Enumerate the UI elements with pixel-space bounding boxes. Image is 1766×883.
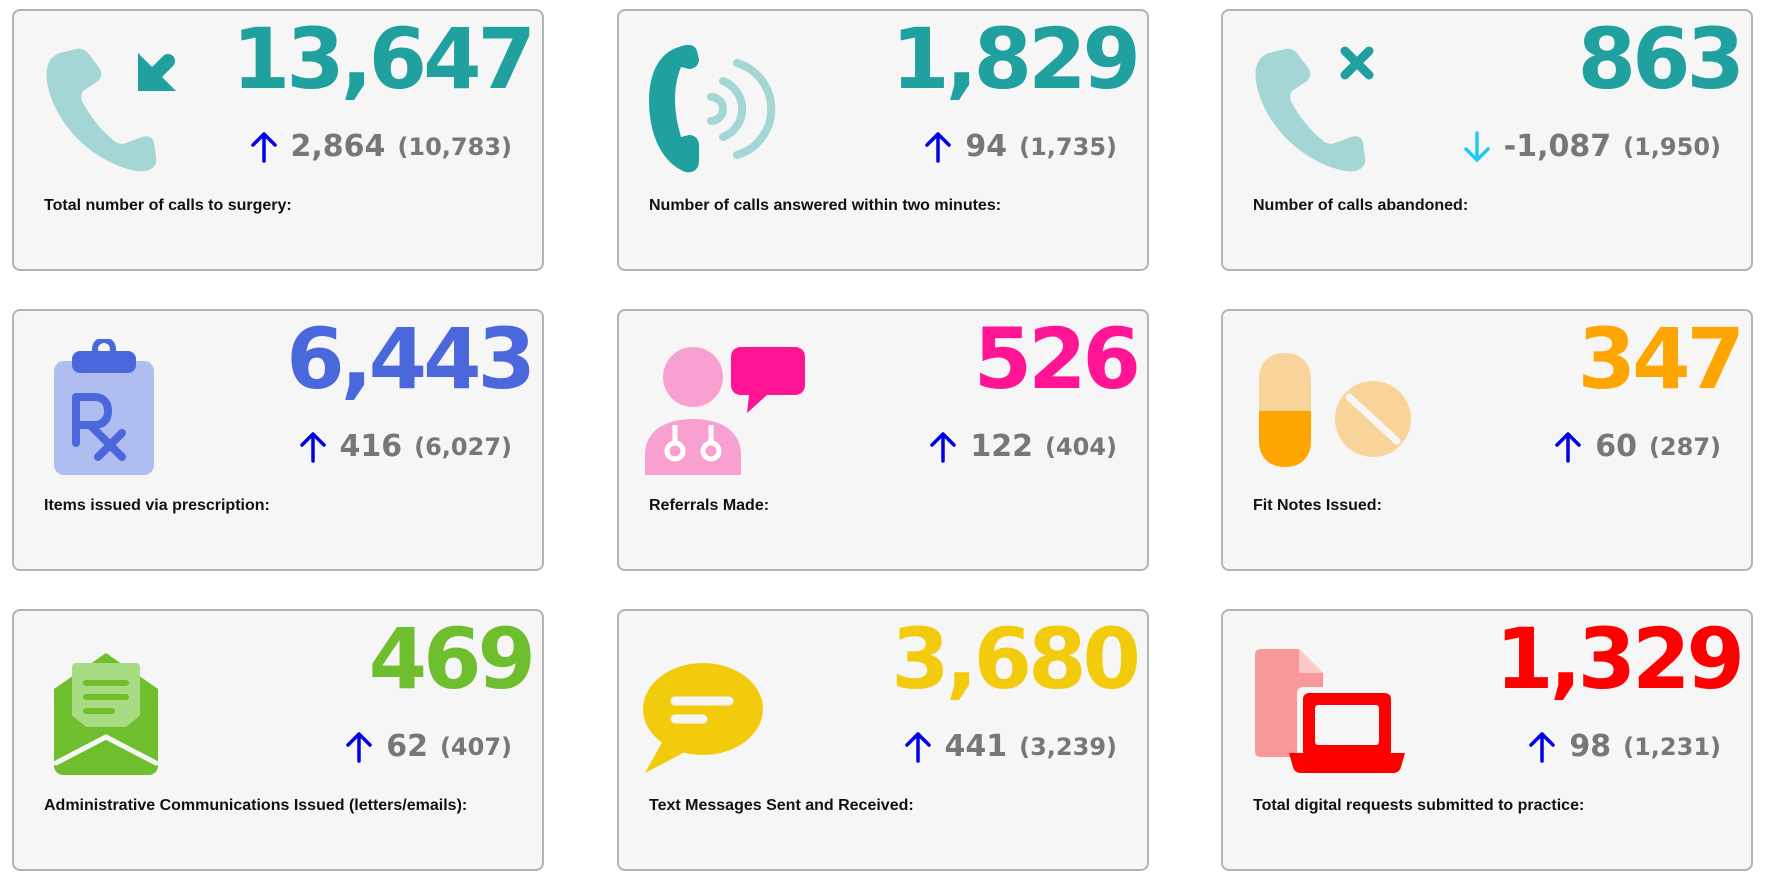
delta-value: -1,087 — [1503, 129, 1612, 164]
previous-value: (1,735) — [1019, 132, 1117, 161]
metric-label: Administrative Communications Issued (le… — [44, 797, 468, 814]
delta-value: 416 — [339, 429, 403, 464]
metric-label: Referrals Made: — [649, 497, 770, 514]
arrow-down-icon — [1464, 130, 1490, 162]
arrow-up-icon — [925, 131, 952, 163]
metric-label: Fit Notes Issued: — [1253, 497, 1382, 514]
metric-value: 526 — [973, 310, 1141, 408]
metric-label: Number of calls abandoned: — [1253, 197, 1469, 214]
trend-row: 60 (287) — [1553, 429, 1721, 464]
metric-value: 3,680 — [891, 610, 1141, 708]
card-referrals: 526 122 (404) Referrals Made: — [617, 309, 1149, 571]
trend-row: 441 (3,239) — [903, 729, 1117, 764]
card-text-messages: 3,680 441 (3,239) Text Messages Sent and… — [617, 609, 1149, 871]
digital-request-laptop-icon — [1245, 639, 1425, 779]
arrow-up-icon — [346, 731, 372, 763]
trend-row: -1,087 (1,950) — [1462, 129, 1721, 164]
card-calls-answered: 1,829 94 (1,735) Number of calls answere… — [617, 9, 1149, 271]
metric-label: Items issued via prescription: — [44, 497, 270, 514]
delta-value: 2,864 — [290, 129, 386, 164]
incoming-call-icon — [36, 39, 216, 179]
trend-row: 94 (1,735) — [923, 129, 1117, 164]
metric-value: 469 — [368, 610, 536, 708]
delta-value: 98 — [1569, 729, 1612, 764]
previous-value: (3,239) — [1019, 732, 1117, 761]
missed-call-icon — [1245, 39, 1425, 179]
delta-value: 62 — [386, 729, 428, 764]
trend-row: 2,864 (10,783) — [249, 129, 512, 164]
trend-row: 416 (6,027) — [298, 429, 512, 464]
trend-row: 62 (407) — [344, 729, 512, 764]
card-fit-notes: 347 60 (287) Fit Notes Issued: — [1221, 309, 1753, 571]
doctor-referral-icon — [641, 339, 821, 479]
arrow-up-icon — [904, 731, 931, 763]
metric-value: 863 — [1577, 10, 1745, 108]
metric-label: Total digital requests submitted to prac… — [1253, 797, 1585, 814]
arrow-up-icon — [930, 431, 957, 463]
delta-value: 122 — [970, 429, 1033, 464]
speech-bubble-icon — [641, 639, 821, 779]
pills-icon — [1245, 339, 1425, 479]
metric-value: 13,647 — [231, 10, 536, 108]
metric-value: 6,443 — [286, 310, 536, 408]
metric-label: Text Messages Sent and Received: — [649, 797, 914, 814]
card-digital-requests: 1,329 98 (1,231) Total digital requests … — [1221, 609, 1753, 871]
delta-value: 441 — [944, 729, 1008, 764]
delta-value: 60 — [1595, 429, 1637, 464]
arrow-up-icon — [1555, 431, 1581, 463]
previous-value: (404) — [1044, 432, 1117, 461]
trend-row: 98 (1,231) — [1527, 729, 1721, 764]
previous-value: (1,231) — [1623, 732, 1721, 761]
card-calls-abandoned: 863 -1,087 (1,950) Number of calls aband… — [1221, 9, 1753, 271]
arrow-up-icon — [299, 431, 326, 463]
delta-value: 94 — [965, 129, 1008, 164]
metric-label: Total number of calls to surgery: — [44, 197, 292, 214]
metric-label: Number of calls answered within two minu… — [649, 197, 1002, 214]
metric-value: 1,829 — [891, 10, 1141, 108]
trend-row: 122 (404) — [928, 429, 1117, 464]
prescription-clipboard-icon — [36, 339, 216, 479]
arrow-up-icon — [1529, 731, 1556, 763]
card-prescriptions: 6,443 416 (6,027) Items issued via presc… — [12, 309, 544, 571]
previous-value: (10,783) — [397, 132, 512, 161]
ringing-phone-icon — [641, 39, 821, 179]
arrow-up-icon — [250, 131, 277, 163]
previous-value: (287) — [1648, 432, 1721, 461]
previous-value: (6,027) — [414, 432, 512, 461]
open-envelope-icon — [36, 639, 216, 779]
metric-value: 347 — [1577, 310, 1745, 408]
metric-value: 1,329 — [1495, 610, 1745, 708]
previous-value: (407) — [439, 732, 512, 761]
card-admin-communications: 469 62 (407) Administrative Communicatio… — [12, 609, 544, 871]
previous-value: (1,950) — [1623, 132, 1721, 161]
card-total-calls: 13,647 2,864 (10,783) Total number of ca… — [12, 9, 544, 271]
